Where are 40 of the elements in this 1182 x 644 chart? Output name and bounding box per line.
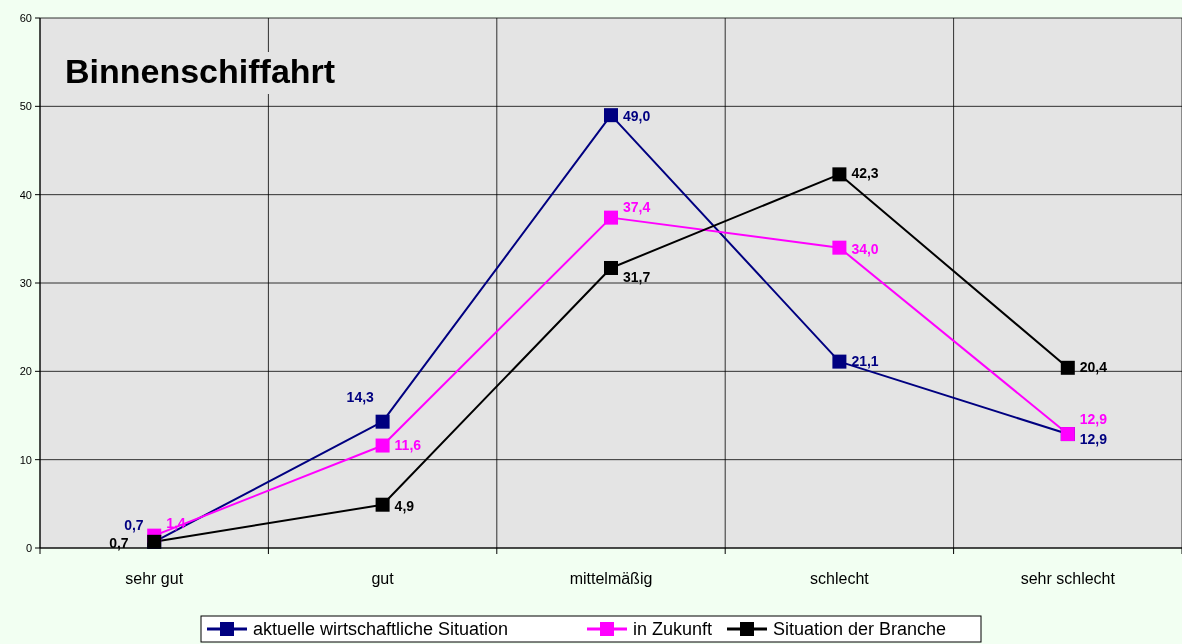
point [832, 354, 847, 369]
x-tick-label: sehr gut [125, 570, 184, 587]
data-label: 37,4 [623, 198, 651, 215]
y-tick-label: 40 [19, 188, 32, 201]
point [1060, 360, 1075, 375]
data-label: 14,3 [346, 388, 375, 405]
data-label: 21,1 [851, 352, 879, 369]
y-tick-label: 10 [19, 453, 32, 466]
point [375, 438, 390, 453]
point [375, 497, 390, 512]
point [604, 108, 618, 123]
point [604, 210, 618, 225]
data-label: 12,9 [1079, 411, 1108, 428]
point [832, 167, 847, 182]
y-tick-label: 30 [19, 276, 32, 289]
data-label: 12,9 [1079, 431, 1108, 448]
x-tick-label: gut [371, 570, 395, 587]
y-tick-label: 50 [19, 100, 32, 113]
point [604, 260, 618, 275]
legend-label: Situation der Branche [773, 619, 947, 639]
point [375, 414, 390, 429]
data-label: 0,7 [124, 516, 144, 533]
data-label: 4,9 [394, 497, 415, 514]
data-label: 49,0 [623, 108, 651, 125]
legend-label: aktuelle wirtschaftliche Situation [253, 619, 509, 639]
data-label: 42,3 [851, 165, 879, 182]
data-label: 20,4 [1079, 358, 1108, 375]
data-label: 0,7 [109, 534, 129, 551]
x-tick-label: schlecht [810, 570, 870, 587]
y-tick-label: 20 [19, 365, 32, 378]
y-tick-label: 0 [25, 541, 32, 554]
text: Binnenschiffahrt [65, 52, 336, 90]
x-tick-label: mittelmäßig [569, 570, 653, 587]
data-label: 11,6 [394, 436, 422, 453]
x-tick-label: sehr schlecht [1020, 570, 1116, 587]
y-tick-label: 60 [19, 11, 32, 24]
data-label: 34,0 [851, 240, 879, 257]
data-label: 31,7 [623, 268, 651, 285]
point [832, 240, 847, 255]
legend-label: in Zukunft [633, 619, 713, 639]
